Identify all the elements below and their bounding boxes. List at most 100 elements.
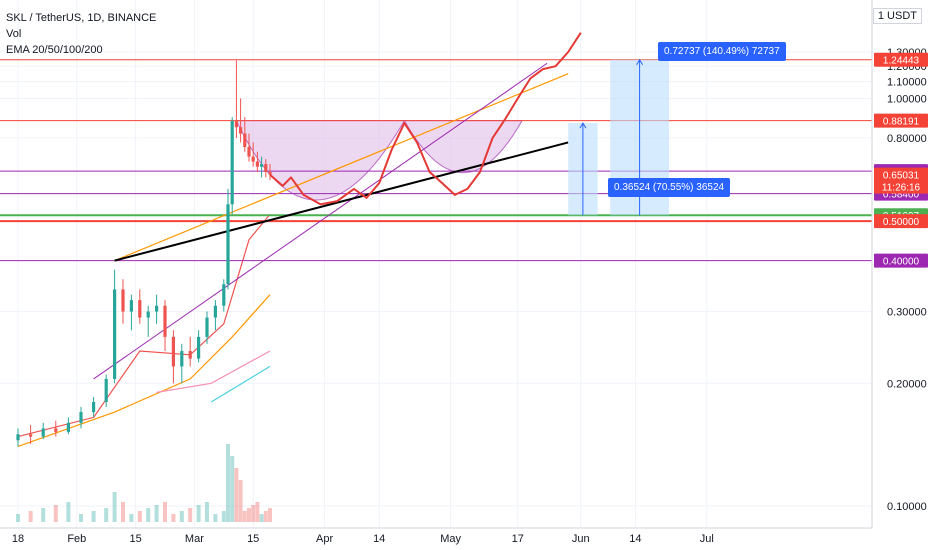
trend-lines (93, 62, 569, 380)
cup-and-handle-pattern (235, 120, 523, 201)
candle-body (213, 305, 217, 318)
volume-bar (146, 508, 151, 522)
handle-shape (403, 120, 523, 173)
candlesticks (16, 60, 272, 447)
ema-200-line (210, 365, 271, 403)
level-price-label: 1.24443 (883, 56, 920, 67)
candle-body (268, 171, 272, 175)
volume-bar (255, 502, 260, 522)
candle-body (243, 133, 247, 148)
price-tick-label: 1.00000 (887, 93, 927, 105)
candle-body (146, 311, 150, 318)
candle-body (197, 336, 201, 359)
volume-bar (66, 502, 71, 522)
chart-grid (0, 0, 872, 528)
volume-bar (205, 502, 209, 522)
volume-bar (226, 444, 230, 522)
candle-body (180, 351, 184, 367)
candle-body (251, 156, 255, 162)
ema-50-line (17, 294, 271, 447)
volume-bar (137, 511, 142, 522)
volume-bar (41, 508, 46, 522)
volume-bar (259, 514, 264, 522)
candle-body (29, 434, 33, 437)
target-1-box-arrowhead (579, 122, 587, 129)
candle-body (255, 161, 259, 167)
volume-bar (129, 514, 134, 522)
time-tick-label: 15 (247, 533, 259, 545)
candle-body (155, 305, 159, 312)
candle-body (79, 412, 83, 423)
volume-bar (221, 511, 226, 522)
level-price-tag (874, 214, 928, 229)
volume-bar (53, 505, 58, 522)
volume-bar (234, 468, 239, 522)
price-tick-label: 0.80000 (887, 133, 927, 145)
time-tick-label: 17 (512, 533, 524, 545)
candle-body (121, 289, 125, 312)
volume-bar (230, 456, 235, 522)
candle-body (16, 434, 20, 441)
volume-bar (179, 511, 184, 522)
time-tick-label: 15 (129, 533, 141, 545)
volume-bar (163, 502, 167, 522)
candle-body (234, 121, 238, 128)
candle-body (226, 204, 230, 285)
price-tick-label: 0.20000 (887, 378, 927, 390)
price-tags: 1.244430.881910.663450.584000.516970.500… (874, 52, 928, 268)
candle-body (163, 305, 167, 337)
volume-bar (247, 508, 251, 522)
candle-body (129, 300, 133, 312)
candle-body (230, 121, 234, 205)
volume-bar (251, 505, 256, 522)
countdown-label: 11:26:16 (882, 183, 921, 194)
volume-bar (79, 514, 83, 522)
ema-100-line (156, 350, 271, 393)
volume-bar (121, 502, 125, 522)
volume-bar (188, 508, 193, 522)
target-2-box-arrowhead (636, 58, 644, 65)
purple-trendline (93, 62, 548, 380)
candle-body (205, 317, 209, 337)
symbol-title[interactable]: SKL / TetherUS, 1D, BINANCE (6, 12, 157, 24)
candle-body (222, 284, 226, 306)
currency-unit-button[interactable]: 1 USDT (872, 8, 922, 24)
volume-bar (104, 508, 109, 522)
level-price-label: 0.40000 (883, 257, 920, 268)
volume-bar (263, 511, 268, 522)
projection-curve-path (269, 32, 582, 206)
ema-label[interactable]: EMA 20/50/100/200 (6, 44, 103, 56)
current-price-label: 0.65031 (883, 171, 920, 182)
level-price-tag (874, 253, 928, 268)
level-price-label: 0.88191 (883, 117, 920, 128)
volume-label[interactable]: Vol (6, 28, 22, 40)
candle-body (247, 147, 251, 157)
volume-bar (16, 514, 20, 522)
volume-bar (268, 508, 272, 522)
volume-bars (16, 444, 272, 522)
volume-bar (28, 511, 33, 522)
candle-body (239, 127, 243, 134)
volume-bar (112, 492, 117, 522)
black-trendline (114, 141, 569, 262)
candle-body (66, 422, 70, 432)
time-tick-label: 14 (373, 533, 385, 545)
volume-bar (154, 505, 159, 522)
projection-curve (269, 32, 582, 206)
target-1-callout: 0.36524 (70.55%) 36524 (608, 178, 731, 197)
candle-body (92, 401, 96, 413)
time-tick-label: Apr (316, 533, 333, 545)
candle-body (104, 378, 108, 402)
volume-bar (242, 511, 247, 522)
candle-body (54, 428, 58, 432)
candle-body (138, 300, 142, 318)
time-tick-label: May (440, 533, 461, 545)
time-tick-label: Feb (67, 533, 86, 545)
candle-body (113, 289, 117, 379)
candle-body (41, 428, 45, 437)
price-tick-label: 0.10000 (887, 501, 927, 513)
volume-bar (196, 505, 201, 522)
time-tick-label: 18 (12, 533, 24, 545)
orange-trendline (114, 73, 569, 262)
